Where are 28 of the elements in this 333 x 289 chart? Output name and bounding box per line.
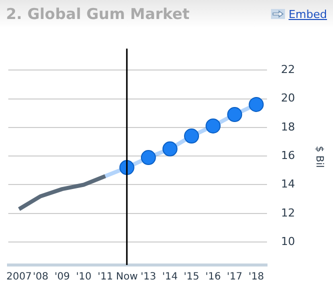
point <box>162 141 178 156</box>
y-tick-label: 12 <box>281 206 296 220</box>
x-tick-label: '13 <box>140 272 156 283</box>
x-tick-label: '10 <box>76 272 92 283</box>
y-tick-label: 10 <box>281 234 296 248</box>
point <box>140 150 156 166</box>
x-tick-label: '08 <box>32 272 48 283</box>
point <box>248 96 264 112</box>
y-tick-label: 20 <box>281 92 296 105</box>
x-tick-label: '16 <box>205 272 221 283</box>
x-tick-label: '15 <box>184 272 200 283</box>
y-tick-label: 18 <box>281 120 296 134</box>
x-tick-label: '17 <box>226 272 242 283</box>
y-axis-title: $ Bil <box>313 146 324 168</box>
x-tick-label: 2007 <box>6 272 32 283</box>
y-tick-label: 22 <box>281 62 296 76</box>
x-tick-label: Now <box>116 272 138 283</box>
point <box>227 107 242 122</box>
x-tick-label: '09 <box>54 272 70 283</box>
point <box>206 118 221 134</box>
x-tick-label: '18 <box>248 272 264 283</box>
text: Embed <box>288 8 327 20</box>
y-tick-label: 16 <box>281 148 296 162</box>
x-tick-label: '11 <box>98 272 114 283</box>
point <box>184 128 200 144</box>
x-tick-label: '14 <box>162 272 178 283</box>
chart-title: 2. Global Gum Market <box>6 5 190 23</box>
y-tick-label: 14 <box>281 178 296 191</box>
